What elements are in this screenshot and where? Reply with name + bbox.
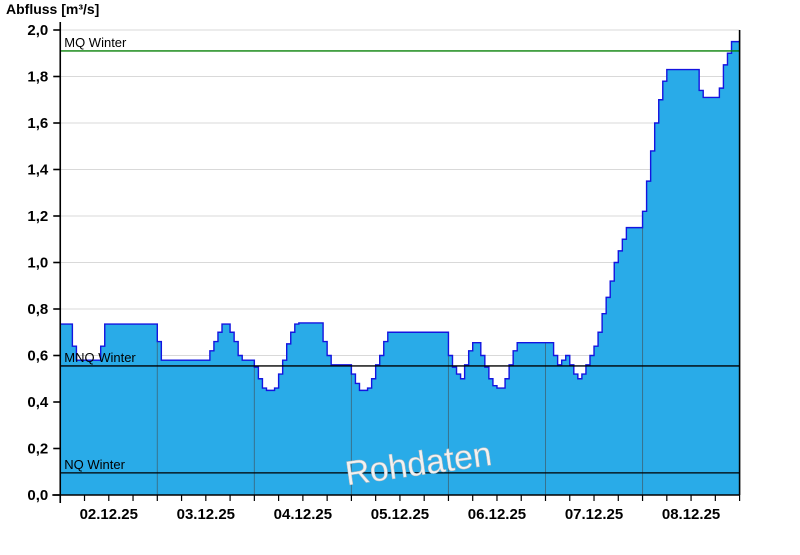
svg-text:02.12.25: 02.12.25 — [80, 506, 138, 523]
svg-text:08.12.25: 08.12.25 — [662, 506, 720, 523]
svg-text:0,8: 0,8 — [27, 301, 48, 318]
svg-text:1,8: 1,8 — [27, 69, 48, 86]
svg-text:0,4: 0,4 — [27, 394, 49, 411]
svg-text:MNQ Winter: MNQ Winter — [64, 350, 136, 365]
svg-text:2,0: 2,0 — [27, 22, 48, 39]
svg-text:0,6: 0,6 — [27, 348, 48, 365]
svg-text:1,0: 1,0 — [27, 255, 48, 272]
svg-text:1,4: 1,4 — [27, 162, 49, 179]
svg-text:06.12.25: 06.12.25 — [468, 506, 526, 523]
svg-text:NQ Winter: NQ Winter — [64, 457, 125, 472]
svg-text:MQ Winter: MQ Winter — [64, 35, 127, 50]
svg-text:07.12.25: 07.12.25 — [565, 506, 623, 523]
svg-text:0,0: 0,0 — [27, 487, 48, 504]
svg-text:05.12.25: 05.12.25 — [371, 506, 429, 523]
svg-text:04.12.25: 04.12.25 — [274, 506, 332, 523]
svg-text:0,2: 0,2 — [27, 441, 48, 458]
svg-text:03.12.25: 03.12.25 — [177, 506, 235, 523]
svg-text:1,2: 1,2 — [27, 208, 48, 225]
svg-text:1,6: 1,6 — [27, 115, 48, 132]
